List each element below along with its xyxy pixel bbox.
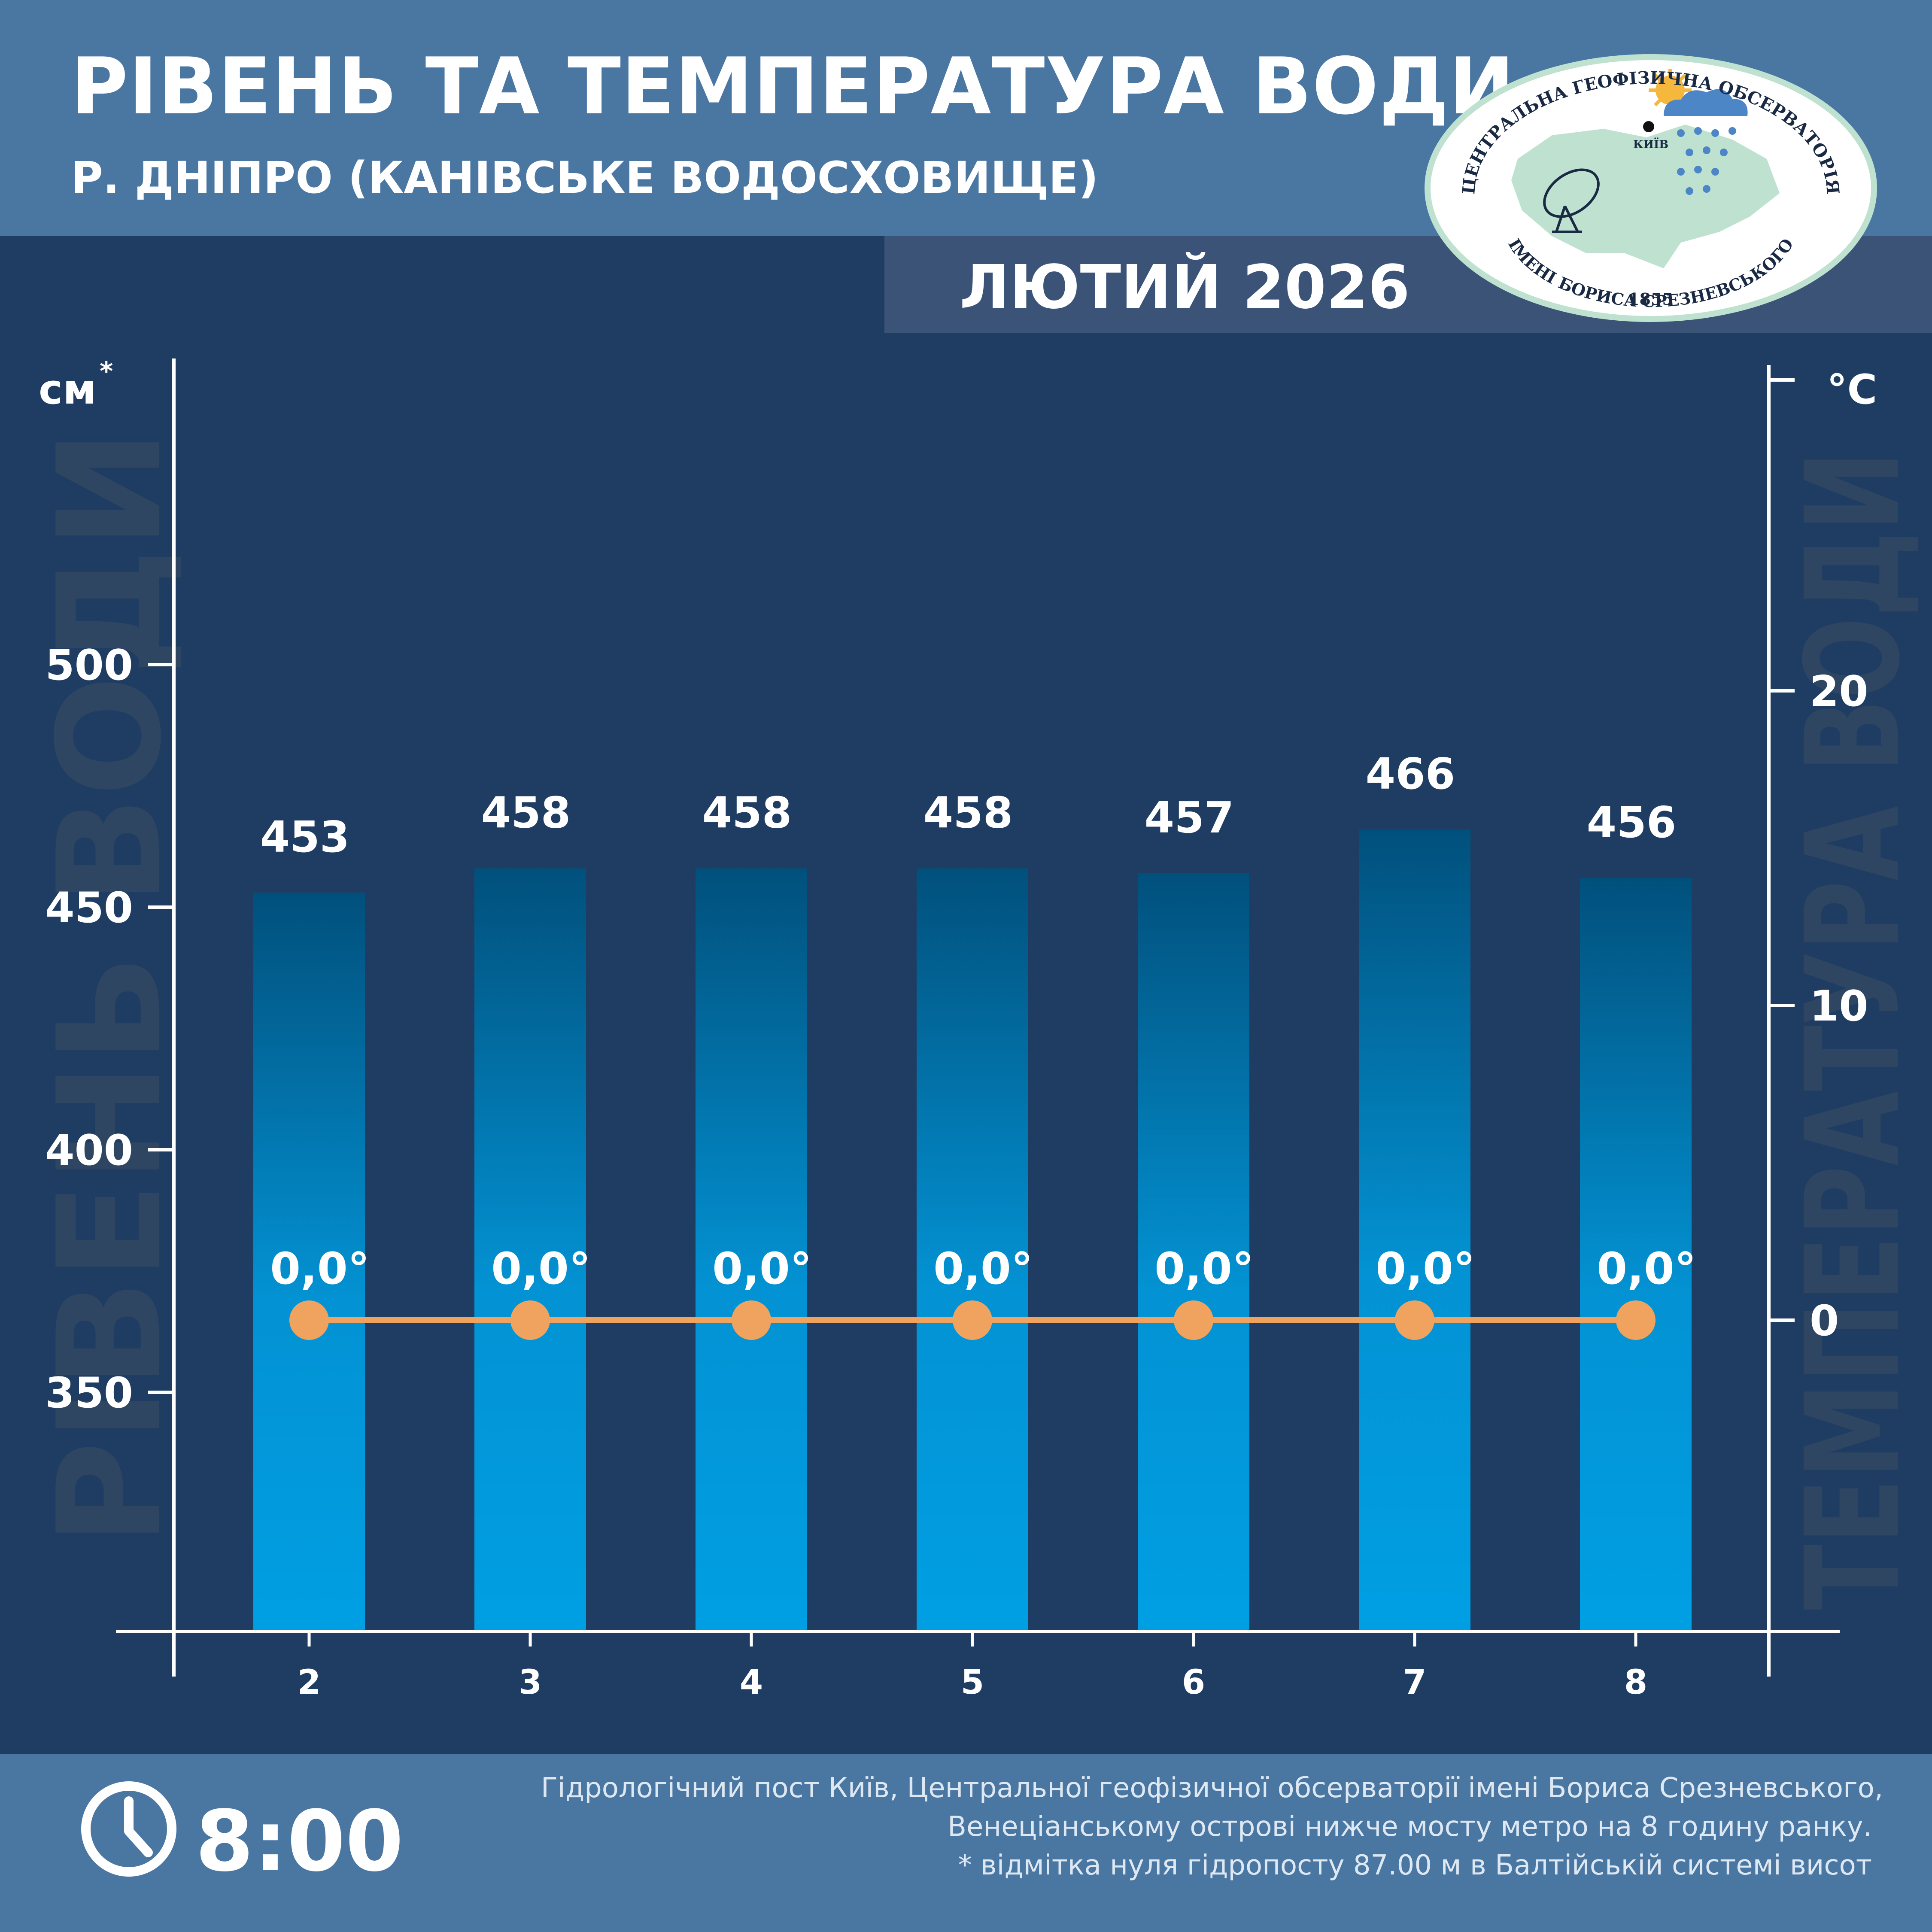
level-value-label: 456 (1587, 797, 1677, 848)
temperature-value-label: 0,0° (1597, 1243, 1696, 1294)
level-value-label: 453 (260, 812, 350, 862)
page-title: РІВЕНЬ ТА ТЕМПЕРАТУРА ВОДИ (71, 41, 1515, 132)
temperature-value-label: 0,0° (712, 1243, 812, 1294)
temperature-point (1174, 1300, 1213, 1340)
satellite-dish-icon (1543, 168, 1600, 233)
level-bar (1580, 878, 1692, 1631)
footer-note-3: * відмітка нуля гідропосту 87.00 м в Бал… (958, 1850, 1872, 1881)
right-tick-label: 10 (1810, 982, 1868, 1031)
clock-icon (81, 1781, 176, 1877)
x-tick-label: 7 (1403, 1663, 1426, 1702)
temperature-point (1395, 1300, 1434, 1340)
logo-year: 1855 (1628, 289, 1674, 309)
temperature-point (510, 1300, 550, 1340)
left-tick-label: 350 (45, 1369, 133, 1418)
level-bar (917, 868, 1028, 1631)
level-value-label: 457 (1145, 793, 1234, 843)
temperature-value-label: 0,0° (1376, 1243, 1475, 1294)
temperature-value-label: 0,0° (491, 1243, 591, 1294)
x-tick-label: 5 (961, 1663, 984, 1702)
temperature-point (953, 1300, 992, 1340)
right-tick-label: 0 (1810, 1297, 1839, 1346)
level-bar (474, 868, 586, 1631)
x-tick-label: 6 (1182, 1663, 1205, 1702)
observation-time: 8:00 (195, 1792, 404, 1890)
x-tick-label: 2 (298, 1663, 321, 1702)
temperature-value-label: 0,0° (933, 1243, 1033, 1294)
level-value-label: 458 (481, 788, 571, 838)
level-bar (1138, 873, 1249, 1631)
footer-note-2: Венеціанському острові нижче мосту метро… (948, 1811, 1872, 1843)
level-value-label: 458 (702, 788, 792, 838)
right-tick-label: 20 (1810, 667, 1868, 716)
temperature-point (289, 1300, 329, 1340)
left-axis-unit-mark: * (100, 356, 113, 386)
page-subtitle: Р. ДНІПРО (КАНІВСЬКЕ ВОДОСХОВИЩЕ) (71, 152, 1099, 204)
level-value-label: 466 (1366, 749, 1455, 799)
x-tick-label: 3 (519, 1663, 542, 1702)
level-bar (696, 868, 807, 1631)
kyiv-marker-icon (1643, 121, 1654, 132)
level-value-label: 458 (923, 788, 1013, 838)
temperature-point (1616, 1300, 1656, 1340)
left-axis-title: РІВЕНЬ ВОДИ (27, 429, 192, 1546)
logo-city: КИЇВ (1633, 137, 1668, 151)
temperature-point (732, 1300, 771, 1340)
observatory-logo: КИЇВ ЦЕНТРАЛЬНА ГЕОФІЗИЧНА ОБСЕРВАТОРІЯ … (1425, 54, 1877, 322)
month-label: ЛЮТИЙ 2026 (960, 252, 1410, 322)
left-tick-label: 450 (45, 884, 133, 933)
temperature-value-label: 0,0° (1154, 1243, 1254, 1294)
x-tick-label: 4 (740, 1663, 763, 1702)
left-axis-unit: см (39, 366, 96, 413)
x-tick-label: 8 (1624, 1663, 1647, 1702)
level-bar (253, 893, 365, 1631)
temperature-value-label: 0,0° (270, 1243, 370, 1294)
left-tick-label: 400 (45, 1126, 133, 1175)
level-bar (1359, 829, 1470, 1631)
left-tick-label: 500 (45, 641, 133, 690)
footer-band (0, 1754, 1932, 1932)
right-axis-title: ТЕМПЕРАТУРА ВОДИ (1778, 451, 1928, 1610)
footer-note-1: Гідрологічний пост Київ, Центральної гео… (541, 1772, 1883, 1804)
sun-cloud-rain-icon (1649, 69, 1748, 195)
right-axis-unit: °С (1827, 366, 1877, 413)
